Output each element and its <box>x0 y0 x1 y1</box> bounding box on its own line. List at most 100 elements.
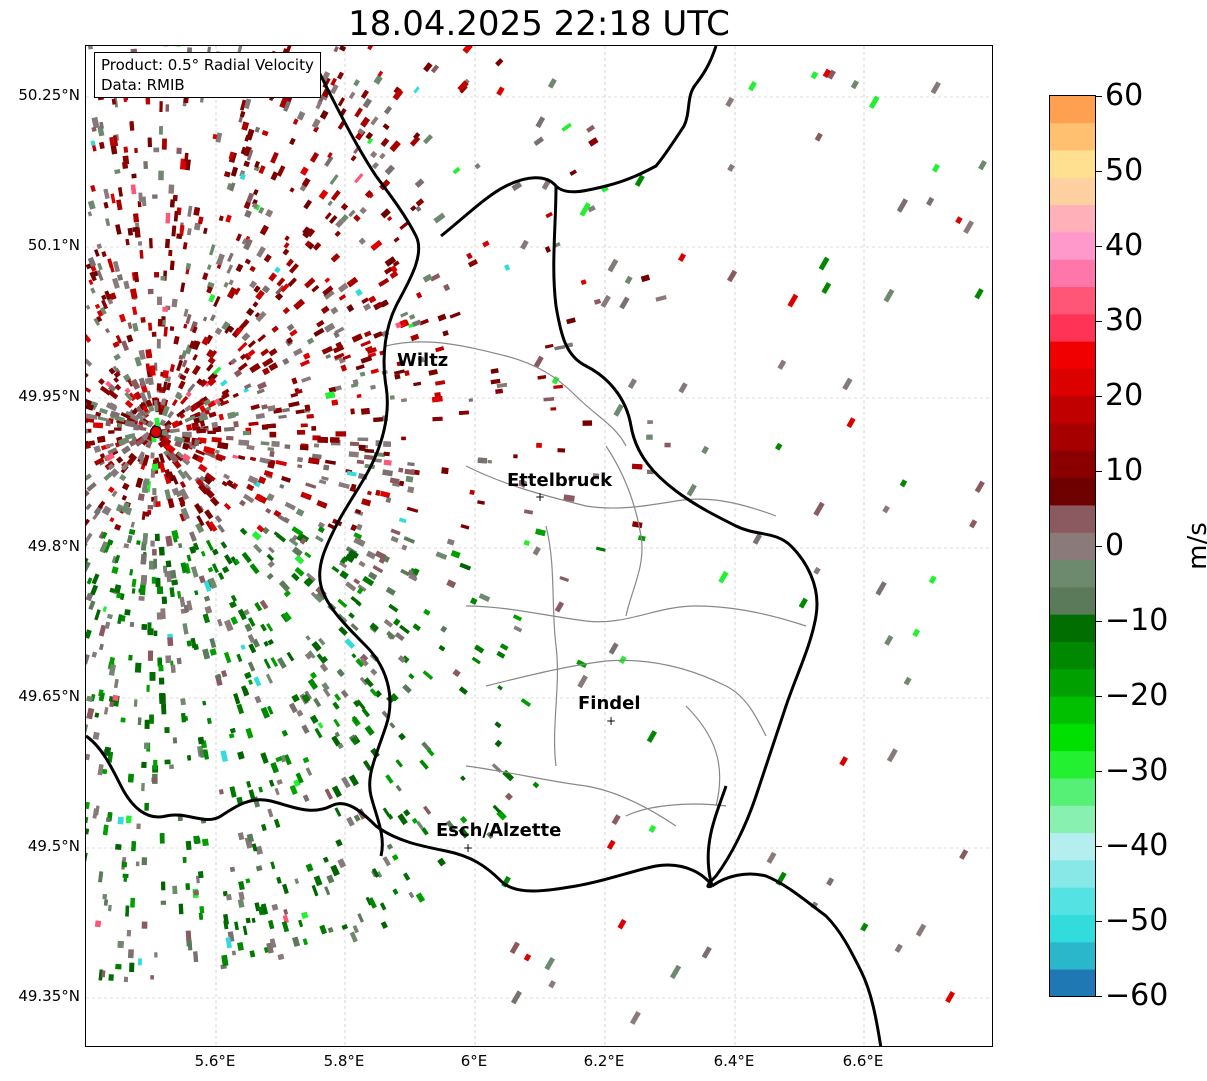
echo-gate <box>145 399 153 407</box>
echo-gate <box>185 930 192 940</box>
echo-gate <box>334 731 340 738</box>
echo-gate <box>139 391 148 403</box>
echo-gate <box>124 387 131 394</box>
echo-gate <box>181 713 187 723</box>
echo-gate <box>161 405 170 417</box>
echo-gate <box>359 371 366 377</box>
echo-gate <box>896 198 909 213</box>
echo-gate <box>535 116 546 129</box>
echo-gate <box>357 913 364 923</box>
echo-gate <box>543 397 555 402</box>
echo-gate <box>270 171 279 181</box>
echo-gate <box>200 550 206 557</box>
echo-gate <box>169 326 175 332</box>
echo-gate <box>115 963 122 970</box>
echo-gate <box>164 469 172 479</box>
echo-gate <box>97 500 106 509</box>
echo-gate <box>821 281 832 295</box>
echo-gate <box>337 742 344 750</box>
echo-gate <box>912 628 921 638</box>
echo-gate <box>252 301 259 308</box>
echo-gate <box>300 166 309 176</box>
colorbar-step <box>1049 914 1096 943</box>
echo-gate <box>208 293 216 303</box>
echo-gate <box>165 444 176 454</box>
echo-gate <box>129 413 140 422</box>
echo-gate <box>204 509 214 520</box>
echo-gate <box>186 227 192 236</box>
echo-gate <box>442 330 449 337</box>
echo-gate <box>361 297 369 304</box>
echo-gate <box>392 260 400 267</box>
echo-gate <box>189 531 197 542</box>
echo-gate <box>221 392 230 400</box>
echo-gate <box>557 448 566 453</box>
echo-gate <box>197 463 208 473</box>
colorbar-step <box>1049 887 1096 915</box>
echo-gate <box>410 205 417 212</box>
echo-gate <box>185 391 192 398</box>
echo-gate <box>385 774 394 784</box>
echo-gate <box>358 560 366 568</box>
echo-gate <box>286 337 294 344</box>
echo-gate <box>380 208 391 219</box>
echo-gate <box>94 249 100 257</box>
echo-gate <box>368 897 377 909</box>
echo-gate <box>353 700 360 708</box>
echo-gate <box>159 101 163 112</box>
echo-gate <box>199 475 206 483</box>
echo-gate <box>153 759 158 770</box>
echo-gate <box>346 470 357 477</box>
echo-gate <box>121 501 130 514</box>
echo-gate <box>311 884 319 897</box>
echo-gate <box>157 657 163 667</box>
echo-gate <box>294 566 305 577</box>
echo-gate <box>255 289 265 301</box>
echo-gate <box>161 704 167 715</box>
echo-gate <box>421 827 429 836</box>
echo-gate <box>384 266 393 275</box>
echo-gate <box>701 946 712 959</box>
echo-gate <box>263 253 272 263</box>
echo-gate <box>183 604 189 613</box>
echo-gate <box>144 742 150 749</box>
echo-gate <box>108 664 116 676</box>
echo-gate <box>217 618 223 627</box>
colorbar-step <box>1049 832 1096 861</box>
echo-gate <box>117 437 130 446</box>
echo-gate <box>403 809 411 817</box>
echo-gate <box>363 330 372 338</box>
echo-gate <box>216 253 225 266</box>
echo-gate <box>96 309 104 317</box>
echo-gate <box>561 122 572 132</box>
echo-gate <box>368 295 377 304</box>
echo-gate <box>415 291 423 299</box>
echo-gate <box>342 556 349 563</box>
radar-map: Product: 0.5° Radial Velocity Data: RMIB <box>85 45 993 1047</box>
echo-gate <box>360 340 372 347</box>
echo-gate <box>360 407 370 415</box>
echo-gate <box>404 370 410 377</box>
echo-gate <box>422 273 433 283</box>
echo-gate <box>401 436 406 441</box>
echo-gate <box>520 698 531 707</box>
echo-gate <box>325 391 336 399</box>
echo-gate <box>182 623 189 635</box>
echo-gate <box>137 425 144 430</box>
echo-gate <box>102 824 109 836</box>
echo-gate <box>452 166 461 175</box>
echo-gate <box>437 313 447 322</box>
echo-gate <box>107 463 115 471</box>
echo-gate <box>469 489 475 495</box>
echo-gate <box>114 554 120 564</box>
echo-gate <box>361 708 371 718</box>
echo-gate <box>283 100 291 112</box>
echo-gate <box>165 535 173 547</box>
echo-gate <box>364 454 375 460</box>
echo-gate <box>239 499 246 507</box>
echo-gate <box>153 147 160 153</box>
echo-gate <box>380 299 389 308</box>
echo-gate <box>112 341 120 348</box>
echo-gate <box>211 563 219 574</box>
echo-gate <box>335 431 347 437</box>
